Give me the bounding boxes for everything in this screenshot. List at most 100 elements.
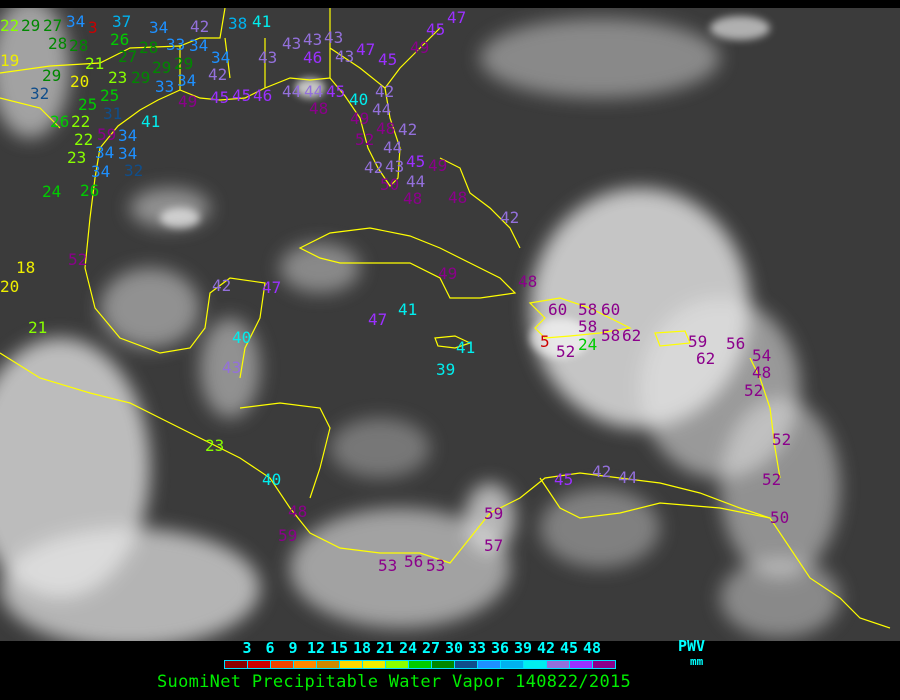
station-pwv-label: 54 [752, 346, 772, 365]
mexico-coast [84, 177, 266, 379]
station-labels: 22 29 27 28 28 19 21 20 23 29 29 32 25 31 26 22 25 59 22 34… [0, 8, 900, 641]
legend-tick: 36 [490, 639, 510, 657]
station-pwv-label: 42 [190, 17, 210, 36]
station-pwv-label: 34 [189, 36, 209, 55]
station-pwv-label: 39 [436, 360, 456, 379]
station-pwv-label: 49 [428, 156, 448, 175]
station-pwv-label: 43 [324, 28, 344, 47]
lesser-antilles [749, 357, 781, 479]
station-pwv-label: 25 [78, 95, 98, 114]
station-pwv-label: 42 [212, 276, 232, 295]
legend-tick: 21 [375, 639, 395, 657]
station-pwv-label: 48 [448, 188, 468, 207]
station-pwv-label: 29 [152, 58, 172, 77]
station-pwv-label: 18 [16, 258, 36, 277]
station-pwv-label: 49 [438, 264, 458, 283]
station-pwv-label: 43 [335, 47, 355, 66]
station-pwv-label: 23 [205, 436, 225, 455]
venezuela-coast [539, 477, 771, 519]
station-pwv-label: 32 [30, 84, 50, 103]
station-pwv-label: 41 [456, 338, 476, 357]
coastlines [0, 8, 891, 629]
station-pwv-label: 59 [97, 125, 117, 144]
station-pwv-label: 52 [772, 430, 792, 449]
station-pwv-label: 45 [554, 470, 574, 489]
legend-tick: 39 [513, 639, 533, 657]
station-pwv-label: 46 [253, 86, 273, 105]
color-swatch [294, 661, 317, 668]
station-pwv-label: 34 [91, 162, 111, 181]
station-pwv-label: 48 [403, 189, 423, 208]
station-pwv-label: 43 [222, 358, 242, 377]
station-pwv-label: 21 [85, 54, 105, 73]
station-pwv-label: 44 [406, 172, 426, 191]
color-swatch [570, 661, 593, 668]
station-pwv-label: 44 [618, 468, 638, 487]
hispaniola [528, 297, 632, 339]
station-pwv-label: 58 [578, 300, 598, 319]
color-swatch [317, 661, 340, 668]
station-pwv-label: 43 [303, 30, 323, 49]
color-scale-bar [224, 660, 616, 669]
station-pwv-label: 42 [375, 82, 395, 101]
station-pwv-label: 58 [578, 317, 598, 336]
station-pwv-label: 49 [410, 38, 430, 57]
legend-tick: 9 [288, 639, 298, 657]
station-pwv-label: 42 [500, 208, 520, 227]
station-pwv-label: 24 [42, 182, 62, 201]
bahamas [439, 157, 521, 249]
station-pwv-label: 52 [355, 130, 375, 149]
station-pwv-label: 48 [309, 99, 329, 118]
station-pwv-label: 42 [398, 120, 418, 139]
station-pwv-label: 40 [262, 470, 282, 489]
station-pwv-label: 22 [0, 16, 20, 35]
station-pwv-label: 42 [364, 158, 384, 177]
station-pwv-label: 47 [262, 278, 282, 297]
color-swatch [547, 661, 570, 668]
station-pwv-label: 20 [70, 72, 90, 91]
station-pwv-label: 50 [770, 508, 790, 527]
color-swatch [501, 661, 524, 668]
station-pwv-label: 22 [71, 112, 91, 131]
station-pwv-label: 40 [349, 90, 369, 109]
station-pwv-label: 45 [232, 86, 252, 105]
station-pwv-label: 57 [484, 536, 504, 555]
station-pwv-label: 34 [211, 48, 231, 67]
puerto-rico [654, 330, 691, 347]
legend-tick: 45 [559, 639, 579, 657]
station-pwv-label: 42 [592, 462, 612, 481]
station-pwv-label: 29 [42, 66, 62, 85]
station-pwv-label: 24 [578, 335, 598, 354]
station-pwv-label: 29 [131, 68, 151, 87]
station-pwv-label: 53 [426, 556, 446, 575]
station-pwv-label: 21 [28, 318, 48, 337]
station-pwv-label: 44 [304, 82, 324, 101]
color-swatch [455, 661, 478, 668]
station-pwv-label: 42 [208, 65, 228, 84]
legend: 3 6 9 12 15 18 21 24 27 30 33 36 39 42 45 48 PWV mm Suo… [0, 638, 900, 700]
color-swatch [363, 661, 386, 668]
station-pwv-label: 41 [252, 12, 272, 31]
station-pwv-label: 48 [518, 272, 538, 291]
station-pwv-label: 58 [601, 326, 621, 345]
color-swatch [478, 661, 501, 668]
station-pwv-label: 44 [383, 138, 403, 157]
station-pwv-label: 34 [177, 71, 197, 90]
legend-tick: 12 [306, 639, 326, 657]
color-swatch [271, 661, 294, 668]
station-pwv-label: 44 [282, 82, 302, 101]
station-pwv-label: 31 [103, 104, 123, 123]
station-pwv-label: 22 [74, 130, 94, 149]
station-pwv-label: 62 [622, 326, 642, 345]
station-pwv-label: 52 [68, 250, 88, 269]
station-pwv-label: 47 [368, 310, 388, 329]
station-pwv-label: 28 [48, 34, 68, 53]
station-pwv-label: 34 [118, 144, 138, 163]
cloud-layer [0, 8, 840, 641]
cloud-detail [160, 16, 770, 358]
legend-tick: 27 [421, 639, 441, 657]
station-pwv-label: 41 [141, 112, 161, 131]
station-pwv-label: 40 [232, 328, 252, 347]
station-pwv-label: 34 [95, 143, 115, 162]
